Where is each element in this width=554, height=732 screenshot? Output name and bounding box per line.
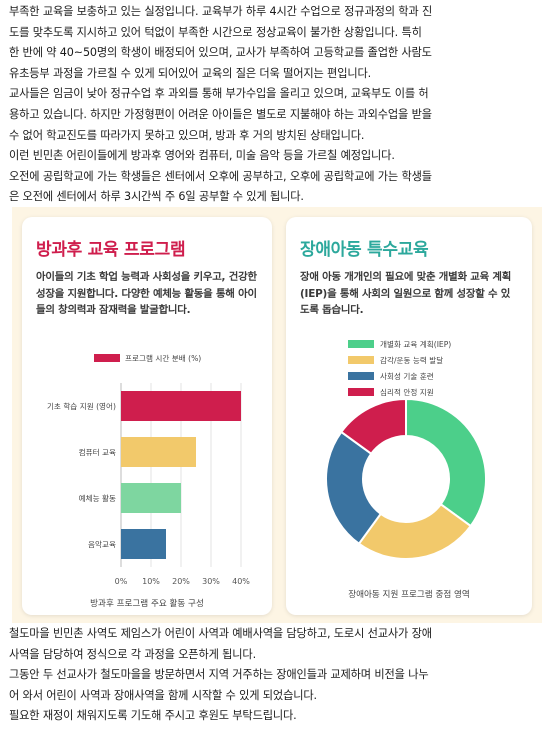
- text-line: 수 없어 학교진도를 따라가지 못하고 있으며, 방과 후 거의 방치된 상태입…: [9, 128, 365, 142]
- legend-label: 프로그램 시간 분배 (%): [125, 353, 201, 363]
- text-line: 도를 맞추도록 지시하고 있어 턱없이 부족한 시간으로 정상교육이 불가한 상…: [9, 25, 422, 39]
- text-line: 교사들은 임금이 낮아 정규수업 후 과외를 통해 부가수입을 올리고 있으며,…: [9, 87, 429, 101]
- text-line: 한 반에 약 40~50명의 학생이 배정되어 있으며, 교사가 부족하여 고등…: [9, 46, 432, 60]
- text-line: 어 와서 어린이 사역과 장애사역을 함께 시작할 수 있게 되었습니다.: [9, 688, 317, 702]
- legend-label: 감각/운동 능력 발달: [380, 355, 443, 365]
- category-label: 컴퓨터 교육: [79, 448, 116, 457]
- after-school-card: 방과후 교육 프로그램 아이들의 기초 학업 능력과 사회성을 키우고, 건강한…: [22, 217, 272, 615]
- legend-label: 개별화 교육 계획(IEP): [380, 339, 451, 349]
- text-line: 그동안 두 선교사가 철도마을을 방문하면서 지역 거주하는 장애인들과 교제하…: [9, 668, 429, 682]
- text-line: 은 오전에 센터에서 하루 3시간씩 주 6일 공부할 수 있게 됩니다.: [9, 190, 304, 204]
- x-tick-label: 40%: [232, 577, 250, 586]
- legend-label: 심리적 안정 지원: [380, 387, 434, 397]
- after-school-title: 방과후 교육 프로그램: [36, 240, 186, 260]
- category-label: 기초 학습 지원 (영어): [47, 401, 116, 411]
- text-line: 용하고 있습니다. 하지만 가정형편이 어려운 아이들은 별도로 지불해야 하는…: [9, 107, 432, 121]
- text-line: 철도마을 빈민촌 사역도 제임스가 어린이 사역과 예배사역을 담당하고, 도로…: [9, 627, 432, 640]
- special-ed-card: 장애아동 특수교육 장애 아동 개개인의 필요에 맞춘 개별화 교육 계획(IE…: [286, 217, 532, 615]
- legend-swatch: [348, 388, 374, 396]
- text-line: 이런 빈민촌 어린이들에게 방과후 영어와 컴퓨터, 미술 음악 등을 가르칠 …: [9, 149, 395, 163]
- bar: [121, 437, 196, 467]
- bar: [121, 483, 181, 513]
- legend-label: 사회성 기술 훈련: [380, 371, 434, 381]
- bar: [121, 529, 166, 559]
- body-text-top: 부족한 교육을 보충하고 있는 실정입니다. 교육부가 하루 4시간 수업으로 …: [9, 2, 547, 208]
- bar-chart-caption: 방과후 프로그램 주요 활동 구성: [90, 597, 204, 609]
- x-tick-label: 20%: [172, 577, 190, 586]
- category-label: 음악교육: [88, 539, 116, 549]
- x-tick-label: 10%: [142, 577, 160, 586]
- body-text-bottom: 철도마을 빈민촌 사역도 제임스가 어린이 사역과 예배사역을 담당하고, 도로…: [9, 624, 547, 727]
- bar-chart: 프로그램 시간 분배 (%) 0% 10% 20% 30% 40% 기초 학습 지원 (영어…: [47, 353, 250, 609]
- category-label: 예체능 활동: [79, 493, 116, 503]
- donut-slice: [405, 397, 487, 528]
- text-line: 부족한 교육을 보충하고 있는 실정입니다. 교육부가 하루 4시간 수업으로 …: [9, 5, 433, 18]
- x-tick-label: 0%: [115, 577, 128, 586]
- special-ed-title: 장애아동 특수교육: [300, 240, 429, 260]
- legend-swatch: [94, 354, 120, 362]
- x-tick-label: 30%: [202, 577, 220, 586]
- text-line: 유초등부 과정을 가르칠 수 있게 되어있어 교육의 질은 더욱 떨어지는 편입…: [9, 66, 372, 80]
- donut-chart-caption: 장애아동 지원 프로그램 중점 영역: [348, 588, 470, 600]
- special-ed-description: 장애 아동 개개인의 필요에 맞춘 개별화 교육 계획(IEP)을 통해 사회의…: [300, 271, 512, 317]
- bar: [121, 391, 241, 421]
- text-line: 사역을 담당하여 정식으로 각 과정을 오픈하게 됩니다.: [9, 647, 256, 661]
- text-line: 필요한 재정이 채워지도록 기도해 주시고 후원도 부탁드립니다.: [9, 709, 297, 723]
- after-school-description: 아이들의 기초 학업 능력과 사회성을 키우고, 건강한 성장을 지원합니다. …: [36, 271, 257, 317]
- legend-swatch: [348, 372, 374, 380]
- text-line: 오전에 공립학교에 가는 학생들은 센터에서 오후에 공부하고, 오후에 공립학…: [9, 169, 432, 183]
- legend-swatch: [348, 356, 374, 364]
- program-infographic: 방과후 교육 프로그램 아이들의 기초 학업 능력과 사회성을 키우고, 건강한…: [12, 207, 542, 623]
- donut-slice: [339, 397, 407, 456]
- legend-swatch: [348, 340, 374, 348]
